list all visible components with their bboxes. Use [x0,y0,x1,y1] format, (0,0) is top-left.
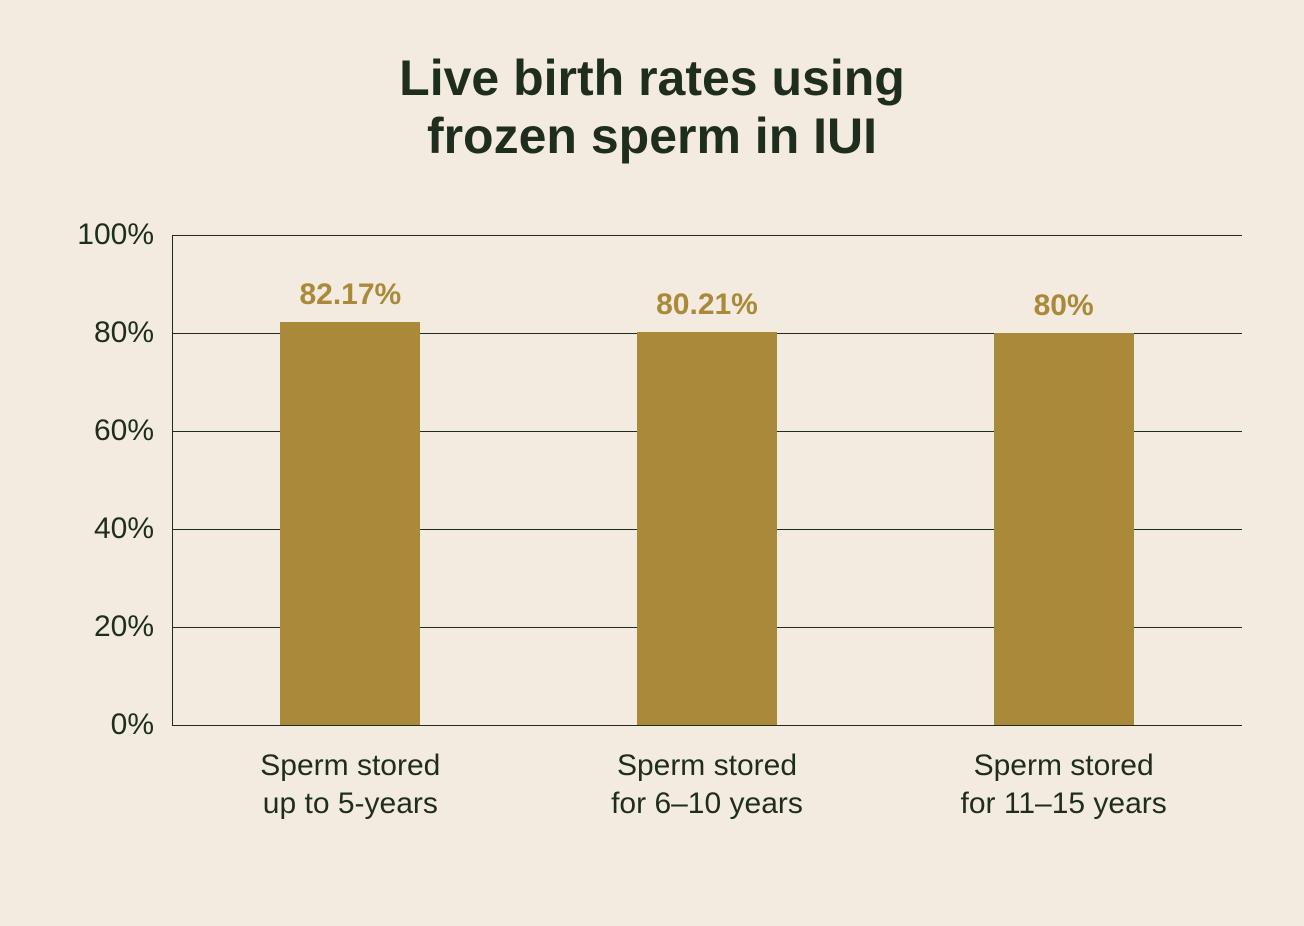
x-label: Sperm stored for 11–15 years [885,747,1242,822]
bar-slot: 80.21% [529,235,886,725]
bar [280,322,420,725]
bar [994,333,1134,725]
x-label: Sperm stored up to 5-years [172,747,529,822]
bar-slot: 82.17% [172,235,529,725]
y-tick-label: 20% [94,610,154,644]
x-label: Sperm stored for 6–10 years [529,747,886,822]
x-label-line1: Sperm stored [260,749,440,782]
bar-value-label: 80.21% [656,288,758,322]
x-label-line2: up to 5-years [263,787,438,820]
y-tick-label: 100% [77,218,154,252]
plot-wrap: 100% 80% 60% 40% 20% 0% 82.17% [62,235,1242,886]
bar-value-label: 80% [1034,289,1094,323]
bar-slot: 80% [885,235,1242,725]
x-label-line2: for 6–10 years [611,787,803,820]
y-tick-label: 60% [94,414,154,448]
y-tick-label: 0% [111,708,154,742]
chart-title-line2: frozen sperm in IUI [427,108,877,164]
y-axis: 100% 80% 60% 40% 20% 0% [62,235,172,725]
x-label-line1: Sperm stored [974,749,1154,782]
chart-title: Live birth rates using frozen sperm in I… [399,50,905,165]
bars-row: 82.17% 80.21% 80% [172,235,1242,725]
bar [637,332,777,725]
y-tick-label: 80% [94,316,154,350]
chart-title-line1: Live birth rates using [399,50,905,106]
plot-area: 82.17% 80.21% 80% Sperm stored [172,235,1242,886]
gridline [172,725,1242,726]
x-label-line2: for 11–15 years [961,787,1167,820]
x-axis-labels: Sperm stored up to 5-years Sperm stored … [172,747,1242,822]
y-tick-label: 40% [94,512,154,546]
bar-value-label: 82.17% [299,278,401,312]
x-label-line1: Sperm stored [617,749,797,782]
grid-area: 82.17% 80.21% 80% [172,235,1242,725]
bar-chart: Live birth rates using frozen sperm in I… [0,0,1304,926]
